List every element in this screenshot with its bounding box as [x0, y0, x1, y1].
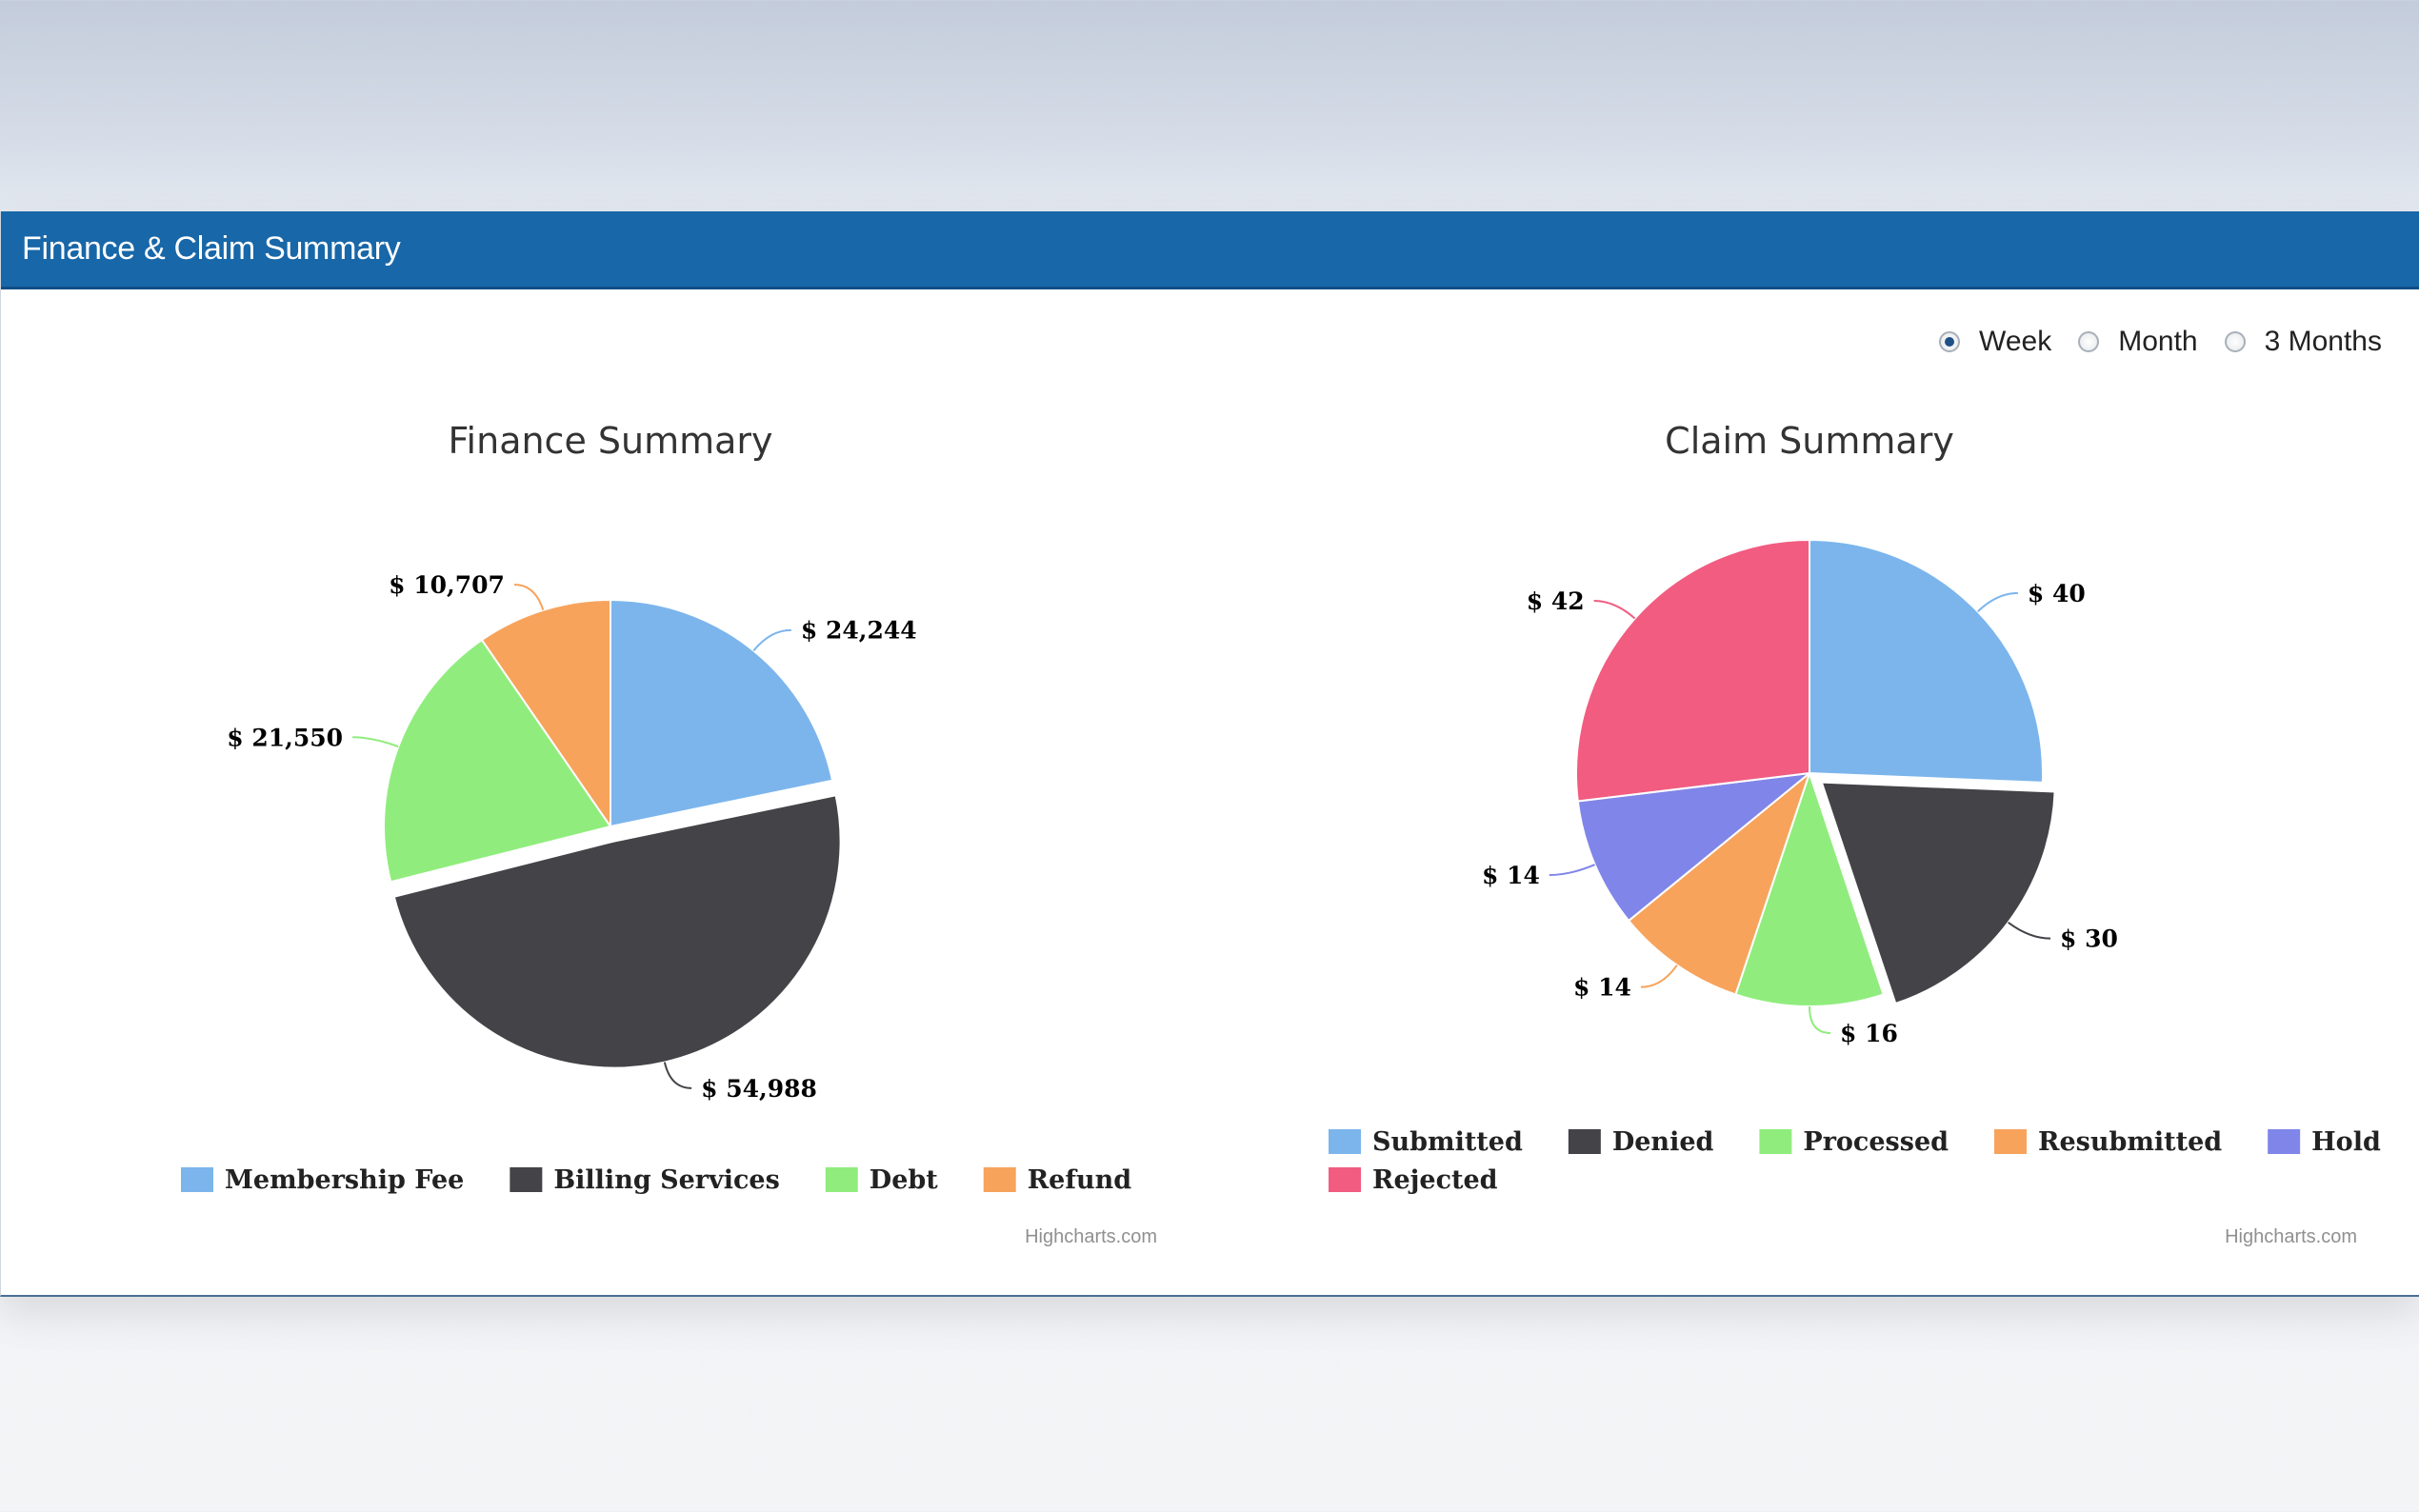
finance-chart-title: Finance Summary [448, 420, 772, 462]
finance-legend-label-membership-fee: Membership Fee [225, 1165, 464, 1195]
finance-connector-refund [513, 584, 545, 611]
period-option-week[interactable]: Week [1939, 326, 2051, 358]
finance-legend-item-debt[interactable]: Debt [825, 1165, 938, 1195]
claim-connector-resubmitted [1640, 965, 1678, 988]
claim-legend-label-submitted: Submitted [1372, 1127, 1523, 1157]
period-selector: Week Month 3 Months [1912, 326, 2382, 358]
claim-connector-rejected [1593, 599, 1636, 620]
finance-legend-swatch-membership-fee [181, 1167, 213, 1192]
finance-data-label-membership-fee: $ 24,244 [801, 617, 917, 645]
finance-connector-billing-services [663, 1062, 692, 1089]
finance-legend-swatch-billing-services [510, 1167, 543, 1192]
finance-slice-membership-fee[interactable] [610, 599, 834, 827]
finance-legend-item-refund[interactable]: Refund [983, 1165, 1131, 1195]
period-label-month: Month [2118, 326, 2198, 357]
claim-chart: Claim Summary $ 40 $ 30 $ 16 $ 14 $ 14 $ 42 Sub… [1329, 420, 2381, 1247]
claim-legend-swatch-processed [1759, 1129, 1792, 1154]
period-option-month[interactable]: Month [2078, 326, 2198, 358]
claim-data-label-hold: $ 14 [1482, 862, 1540, 889]
claim-legend-item-processed[interactable]: Processed [1759, 1127, 1949, 1157]
claim-connector-hold [1549, 864, 1595, 877]
claim-legend-item-hold[interactable]: Hold [2268, 1127, 2381, 1157]
period-option-3-months[interactable]: 3 Months [2224, 326, 2382, 358]
claim-legend-label-rejected: Rejected [1372, 1165, 1498, 1195]
claim-legend-swatch-denied [1568, 1129, 1601, 1154]
claim-slice-processed[interactable] [1734, 772, 1885, 1007]
claim-credit-link[interactable]: Highcharts.com [2225, 1226, 2357, 1247]
claim-data-label-rejected: $ 42 [1527, 587, 1585, 615]
claim-slice-hold[interactable] [1576, 772, 1810, 922]
claim-legend-swatch-submitted [1329, 1129, 1361, 1154]
claim-legend-label-processed: Processed [1803, 1127, 1949, 1157]
claim-legend-swatch-resubmitted [1994, 1129, 2028, 1154]
claim-data-label-denied: $ 30 [2060, 925, 2118, 953]
period-radio-month[interactable] [2078, 331, 2100, 352]
finance-legend-swatch-debt [825, 1167, 858, 1192]
finance-data-label-refund: $ 10,707 [389, 571, 505, 599]
finance-credit-link[interactable]: Highcharts.com [1025, 1226, 1157, 1247]
claim-legend-item-denied[interactable]: Denied [1568, 1127, 1714, 1157]
claim-slice-denied[interactable] [1820, 781, 2056, 1005]
claim-data-label-processed: $ 16 [1840, 1020, 1898, 1047]
finance-legend-item-billing-services[interactable]: Billing Services [510, 1165, 780, 1195]
claim-legend-item-resubmitted[interactable]: Resubmitted [1994, 1127, 2222, 1157]
claim-legend-label-resubmitted: Resubmitted [2038, 1127, 2222, 1157]
finance-data-label-debt: $ 21,550 [227, 724, 343, 751]
claim-legend-swatch-hold [2268, 1129, 2301, 1154]
period-label-week: Week [1979, 326, 2052, 357]
finance-data-label-billing-services: $ 54,988 [701, 1075, 817, 1103]
period-label-3-months: 3 Months [2264, 326, 2382, 357]
period-radio-3-months[interactable] [2224, 331, 2246, 352]
claim-data-label-submitted: $ 40 [2028, 580, 2086, 607]
finance-chart: Finance Summary $ 24,244 $ 54,988 $ 21,550 $… [181, 420, 1157, 1247]
period-radio-week[interactable] [1939, 331, 1961, 352]
panel-header: Finance & Claim Summary [1, 211, 2419, 289]
finance-legend-item-membership-fee[interactable]: Membership Fee [181, 1165, 464, 1195]
finance-legend-swatch-refund [983, 1167, 1016, 1192]
panel-title: Finance & Claim Summary [22, 230, 401, 267]
claim-legend-swatch-rejected [1329, 1167, 1361, 1192]
finance-legend-label-billing-services: Billing Services [553, 1165, 779, 1195]
claim-legend-label-denied: Denied [1612, 1127, 1714, 1157]
claim-legend-item-rejected[interactable]: Rejected [1329, 1165, 1498, 1195]
claim-slice-resubmitted[interactable] [1628, 772, 1810, 996]
claim-connector-denied [2008, 921, 2051, 940]
claim-chart-title: Claim Summary [1665, 420, 1954, 462]
finance-legend-label-refund: Refund [1028, 1165, 1131, 1195]
claim-legend-item-submitted[interactable]: Submitted [1329, 1127, 1523, 1157]
finance-connector-membership-fee [752, 628, 791, 652]
claim-slice-submitted[interactable] [1809, 539, 2044, 784]
finance-connector-debt [352, 736, 399, 748]
claim-connector-processed [1809, 1005, 1831, 1034]
finance-slice-billing-services[interactable] [392, 794, 842, 1069]
finance-slice-debt[interactable] [383, 639, 611, 884]
finance-legend-label-debt: Debt [870, 1165, 938, 1195]
claim-connector-submitted [1976, 591, 2018, 613]
claim-slice-rejected[interactable] [1575, 539, 1810, 803]
claim-data-label-resubmitted: $ 14 [1573, 974, 1631, 1002]
claim-legend-label-hold: Hold [2311, 1127, 2381, 1157]
